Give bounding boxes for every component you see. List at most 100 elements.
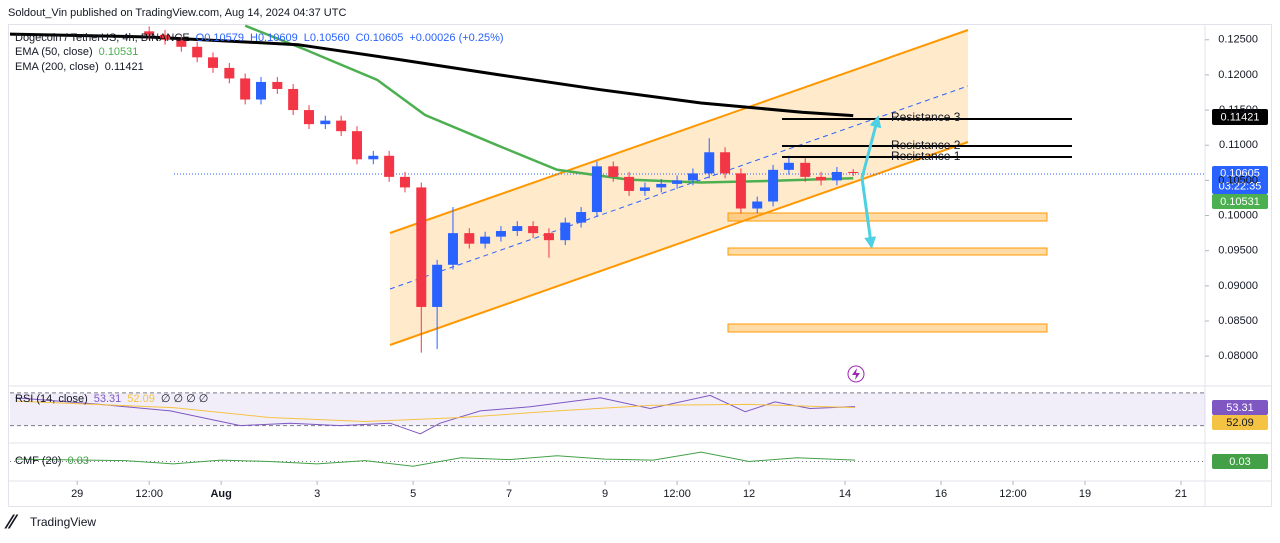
candle-body <box>255 81 266 100</box>
candle-body <box>783 162 794 170</box>
candle-body <box>495 231 506 237</box>
legend-value: 0.11421 <box>105 61 144 73</box>
y-tick-label: 0.12000 <box>1218 69 1258 81</box>
legend-name: CMF (20) <box>15 455 61 467</box>
candle-body <box>399 176 410 188</box>
candle-body <box>160 34 171 40</box>
cmf-badge <box>1212 454 1268 469</box>
candle-body <box>720 152 731 174</box>
candle-body <box>288 88 299 111</box>
chart-frame <box>8 24 1272 507</box>
x-tick-label: 12 <box>743 488 755 500</box>
candle-body <box>848 171 859 174</box>
x-tick-label: 5 <box>410 488 416 500</box>
candle-body <box>272 81 283 89</box>
legend-name: RSI (14, close) <box>15 393 88 405</box>
candle-body <box>480 236 491 244</box>
support-zone <box>727 323 1048 333</box>
legend-extras: ∅ ∅ ∅ ∅ <box>161 393 209 405</box>
x-tick-label: 16 <box>935 488 947 500</box>
arrow <box>860 115 882 179</box>
price-badge <box>1212 194 1268 209</box>
candle-body <box>464 233 475 244</box>
candle-body <box>608 166 619 177</box>
legend-value: 53.31 <box>94 393 122 405</box>
rsi-signal-badge-text: 52.09 <box>1226 417 1254 429</box>
candle-body <box>752 201 763 209</box>
legend-ohlc: C0.10605 <box>356 32 404 44</box>
legend-ohlc: H0.10609 <box>250 32 298 44</box>
x-tick-label: 9 <box>602 488 608 500</box>
candle-body <box>208 57 219 68</box>
x-tick-label: 21 <box>1175 488 1187 500</box>
candle-body <box>192 46 203 58</box>
candle-body <box>512 226 523 232</box>
price-badge <box>1212 166 1268 194</box>
x-tick-label: 3 <box>314 488 320 500</box>
cmf-badge-text: 0.03 <box>1229 456 1250 468</box>
candle-body <box>543 233 554 241</box>
channel-lower <box>389 141 969 346</box>
x-tick-label: 14 <box>839 488 851 500</box>
support-zone <box>727 247 1048 256</box>
candle-body <box>240 78 251 100</box>
candle-body <box>447 233 458 265</box>
y-tick-label: 0.10000 <box>1218 209 1258 221</box>
candle-body <box>735 173 746 209</box>
series-line <box>15 400 856 423</box>
legend-name: EMA (200, close) <box>15 61 99 73</box>
x-tick-label: 29 <box>71 488 83 500</box>
rsi-badge <box>1212 400 1268 415</box>
legend-ohlc: O0.10579 <box>196 32 244 44</box>
candle-body <box>624 176 635 191</box>
x-tick-label: 12:00 <box>999 488 1027 500</box>
annotation: Resistance 2 <box>891 138 961 152</box>
y-tick-label: 0.10500 <box>1218 174 1258 186</box>
x-tick-label: 7 <box>506 488 512 500</box>
footer: TradingView <box>30 515 96 529</box>
candle-body <box>704 152 715 174</box>
ema50-badge: 0.10531 <box>1220 196 1260 208</box>
rsi-band <box>10 392 1205 426</box>
rsi-badge <box>1212 415 1268 430</box>
y-tick-label: 0.08500 <box>1218 315 1258 327</box>
candle-body <box>351 131 362 160</box>
ema200-badge: 0.11421 <box>1221 111 1260 123</box>
series-line <box>9 32 854 118</box>
x-tick-label: 19 <box>1079 488 1091 500</box>
x-tick-label: Aug <box>210 488 231 500</box>
candle-body <box>672 180 683 184</box>
candle-body <box>224 67 235 79</box>
y-tick-label: 0.12500 <box>1218 34 1258 46</box>
y-tick-label: 0.09000 <box>1218 280 1258 292</box>
candle-body <box>368 155 379 160</box>
countdown: 03:22:35 <box>1219 180 1262 192</box>
candle-body <box>176 39 187 47</box>
channel-mid <box>389 85 969 290</box>
candle-body <box>639 187 650 191</box>
candle-body <box>336 120 347 132</box>
rsi-badge-text: 53.31 <box>1226 402 1254 414</box>
y-tick-label: 0.09500 <box>1218 245 1258 257</box>
candle-body <box>320 120 331 125</box>
attribution: Soldout_Vin published on TradingView.com… <box>8 7 346 19</box>
arrow <box>860 177 877 249</box>
series-layer <box>9 24 1205 467</box>
candle-body <box>384 155 395 177</box>
event-icon-bolt <box>852 368 860 380</box>
last-price-badge: 0.10605 <box>1220 167 1260 179</box>
candle-body <box>687 173 698 181</box>
candle-body <box>591 166 602 213</box>
x-tick-label: 12:00 <box>135 488 163 500</box>
candle-body <box>768 169 779 202</box>
candle-body <box>528 226 539 234</box>
support-zone <box>727 212 1048 222</box>
candle-body <box>416 187 427 307</box>
y-tick-label: 0.08000 <box>1218 350 1258 362</box>
series-line <box>15 451 856 467</box>
candle-body <box>576 212 587 223</box>
y-tick-label: 0.11500 <box>1219 104 1258 116</box>
legend-name: EMA (50, close) <box>15 46 93 58</box>
